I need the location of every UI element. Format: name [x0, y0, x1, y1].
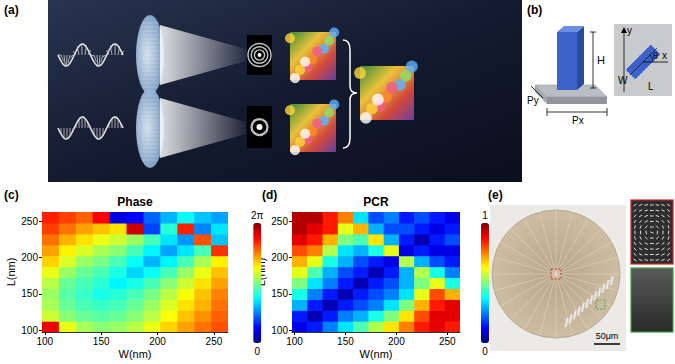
- svg-text:x: x: [662, 50, 667, 61]
- svg-text:100: 100: [21, 325, 38, 336]
- svg-text:(b): (b): [527, 3, 542, 17]
- svg-text:200: 200: [388, 336, 405, 347]
- svg-text:100: 100: [271, 325, 288, 336]
- svg-text:Py: Py: [527, 95, 539, 106]
- svg-text:250: 250: [271, 216, 288, 227]
- svg-text:150: 150: [337, 336, 354, 347]
- svg-text:50μm: 50μm: [596, 331, 619, 341]
- svg-text:(e): (e): [488, 188, 503, 202]
- svg-text:1: 1: [482, 210, 488, 221]
- svg-text:(c): (c): [4, 188, 19, 202]
- svg-text:250: 250: [439, 336, 456, 347]
- svg-text:L(nm): L(nm): [5, 258, 17, 287]
- svg-text:200: 200: [149, 336, 166, 347]
- svg-text:100: 100: [36, 336, 53, 347]
- svg-text:150: 150: [93, 336, 110, 347]
- svg-text:W: W: [618, 75, 628, 86]
- svg-text:250: 250: [21, 216, 38, 227]
- svg-text:W(nm): W(nm): [360, 348, 393, 360]
- svg-text:200: 200: [21, 252, 38, 263]
- svg-text:0: 0: [482, 346, 488, 357]
- svg-text:Px: Px: [572, 115, 584, 126]
- svg-text:Phase: Phase: [117, 195, 153, 209]
- svg-text:100: 100: [286, 336, 303, 347]
- svg-text:200: 200: [271, 252, 288, 263]
- svg-text:250: 250: [206, 336, 223, 347]
- svg-text:150: 150: [271, 288, 288, 299]
- svg-text:θ: θ: [653, 51, 658, 61]
- svg-text:L: L: [648, 81, 654, 92]
- svg-text:0: 0: [254, 346, 260, 357]
- svg-text:y: y: [627, 25, 632, 36]
- svg-text:PCR: PCR: [363, 195, 389, 209]
- svg-text:(a): (a): [4, 3, 19, 17]
- svg-text:2π: 2π: [251, 210, 264, 221]
- svg-text:150: 150: [21, 288, 38, 299]
- svg-text:(d): (d): [262, 188, 277, 202]
- svg-text:W(nm): W(nm): [119, 348, 152, 360]
- svg-text:H: H: [597, 54, 605, 66]
